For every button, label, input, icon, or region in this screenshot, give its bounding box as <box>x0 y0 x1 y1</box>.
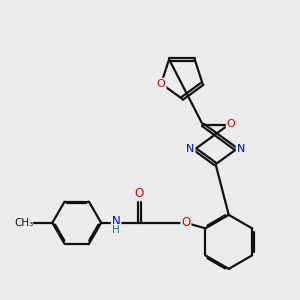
Text: N: N <box>186 144 195 154</box>
Text: H: H <box>112 225 120 235</box>
Text: O: O <box>135 188 144 200</box>
Text: O: O <box>181 216 190 229</box>
Text: N: N <box>237 144 245 154</box>
Text: O: O <box>157 79 166 88</box>
Text: O: O <box>227 119 236 129</box>
Text: CH₃: CH₃ <box>14 218 33 228</box>
Text: N: N <box>112 215 121 228</box>
